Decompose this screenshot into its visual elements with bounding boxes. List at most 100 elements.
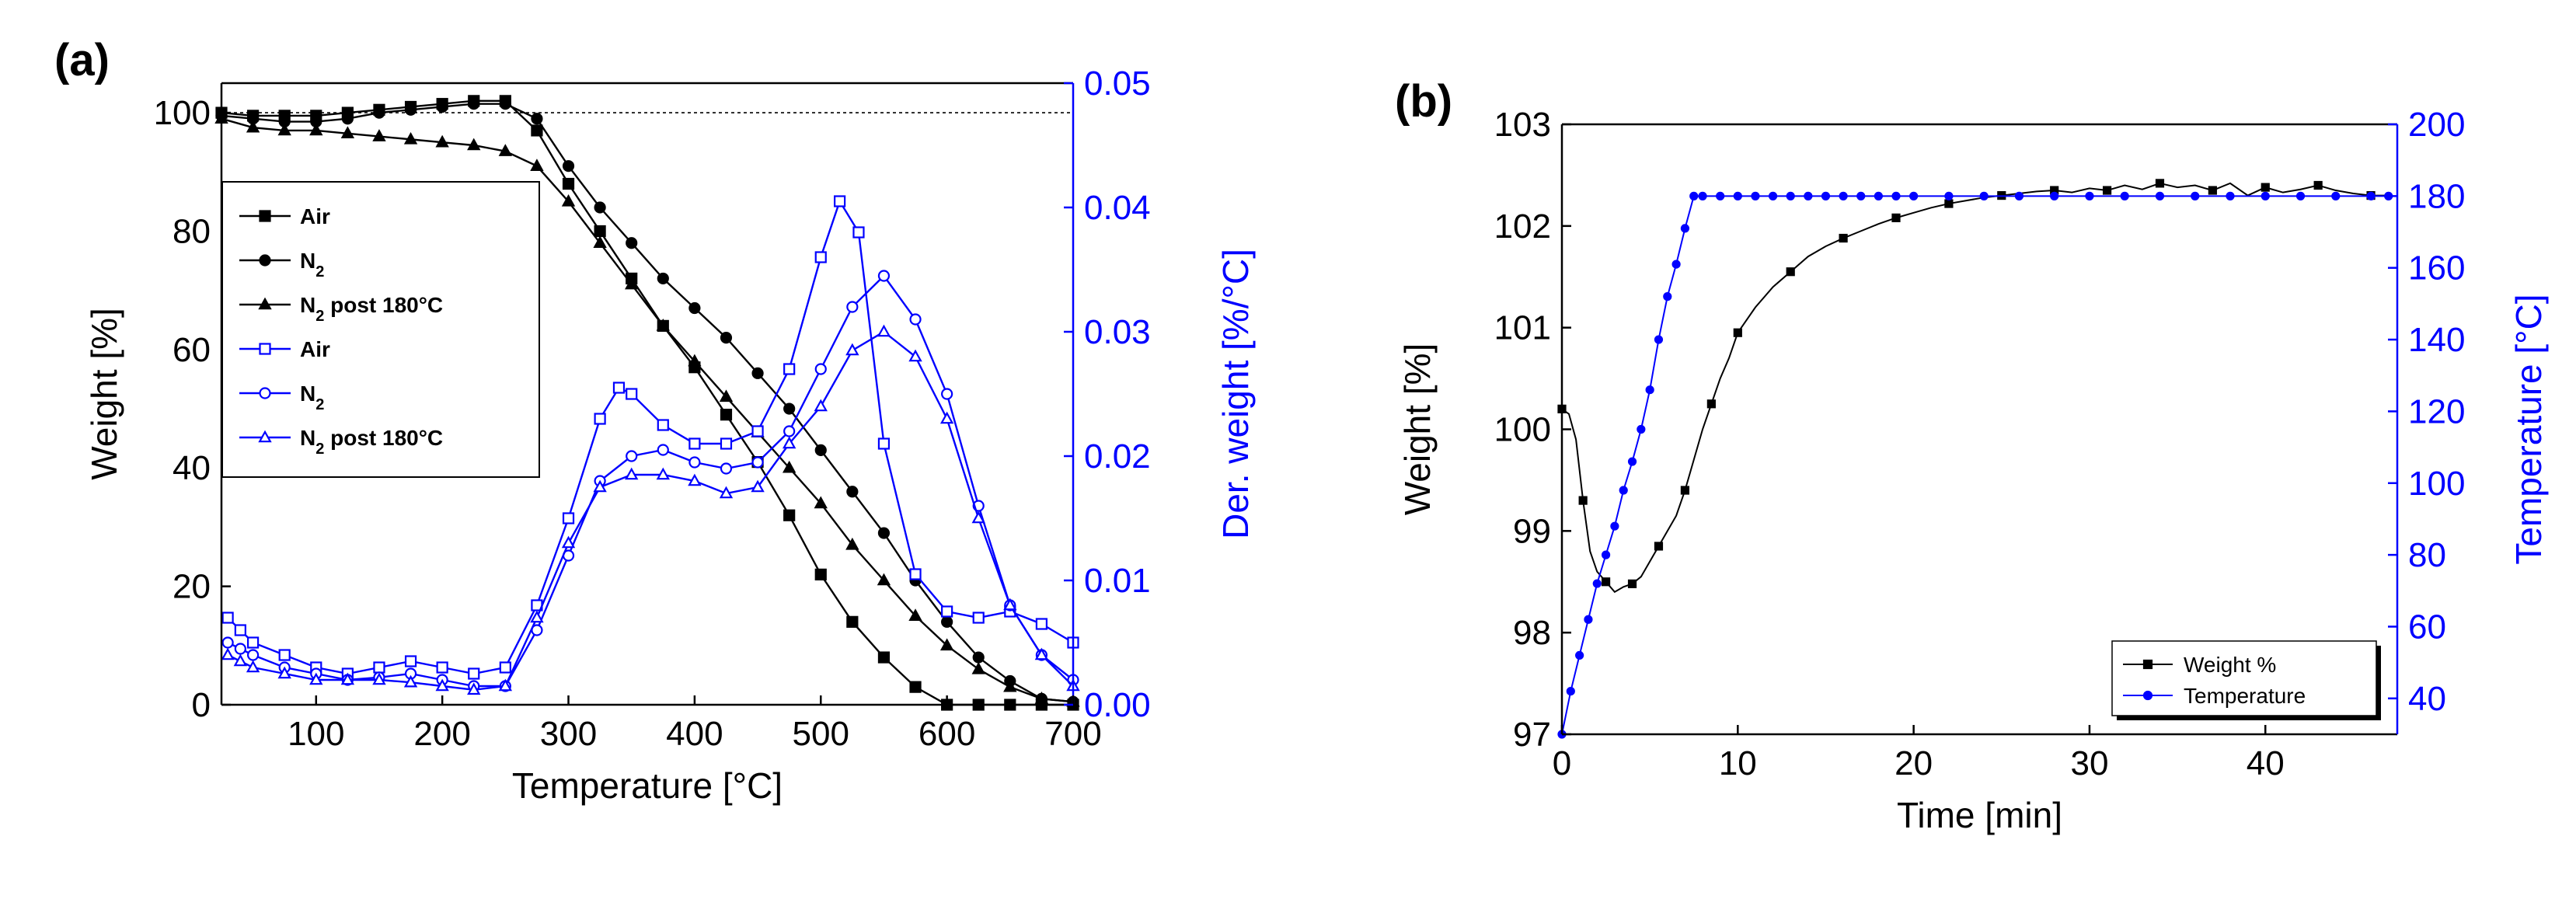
chart-1-panel-label: (b) [1395, 76, 1452, 127]
chart-0-series-5-point [782, 436, 797, 449]
chart-panel-a: (a) 100 200 300 400 500 600 700 0 20 40 60 80 100 0.00… [54, 35, 1256, 806]
chart-1-y-left-axis-label: Weight [%] [1397, 343, 1438, 516]
chart-0-series-0-point [909, 681, 922, 693]
chart-0-series-3-point [468, 667, 480, 680]
chart-1-series-1-point [1979, 191, 1989, 200]
chart-0-series-2-point [908, 608, 922, 622]
chart-0-series-4-point [877, 270, 891, 282]
chart-0-series-2-point [688, 354, 702, 367]
chart-1-series-1-point [2226, 191, 2235, 200]
chart-0-series-3-point [941, 605, 953, 618]
chart-0-series-3-point [909, 568, 922, 580]
chart-1-series-0-point [2155, 179, 2165, 188]
chart-1-series-1-point [2191, 191, 2200, 200]
chart-1-x-axis-label: Time [min] [1897, 795, 2062, 835]
chart-0-series-1-point [468, 98, 480, 110]
chart-0-series-3-point [852, 226, 865, 239]
chart-0-series-3-point [373, 661, 385, 674]
chart-1-y-left-tick-label: 97 [1513, 716, 1551, 754]
chart-0-series-3-point [877, 437, 891, 450]
chart-0-series-1-point [720, 332, 733, 344]
chart-1-series-1-point [1768, 191, 1778, 200]
chart-0-series-5-point [719, 486, 734, 499]
chart-0-series-1-point [341, 113, 354, 125]
chart-0-series-4-point [234, 643, 246, 655]
chart-0-series-3-point [751, 425, 764, 437]
chart-1-series-1-point [1874, 191, 1883, 200]
chart-1-y-right-tick-label: 200 [2408, 106, 2465, 144]
chart-0-series-3-point [814, 251, 827, 263]
chart-0-series-1-point [531, 113, 543, 125]
chart-0-series-3-point [436, 661, 448, 674]
chart-1-series-0-point [1654, 542, 1664, 551]
chart-1-series-0-point [1706, 399, 1716, 409]
chart-0-series-0-line [221, 99, 1073, 706]
chart-1-series-1-point [1566, 686, 1575, 696]
chart-1-series-1-point [1839, 191, 1848, 200]
legend-a-label: Air [300, 204, 330, 228]
chart-0-series-1-point [562, 160, 575, 172]
chart-0-series-1-point [814, 444, 827, 456]
chart-0-series-1-point [783, 402, 796, 415]
chart-0-x-tick-label: 100 [288, 715, 344, 753]
chart-0-series-1-point [972, 651, 985, 664]
chart-0-series-2-point [277, 123, 291, 136]
chart-0-series-4-point [909, 313, 922, 326]
chart-0-x-tick-label: 700 [1044, 715, 1101, 753]
chart-0-series-2-point [593, 235, 607, 249]
chart-0-series-4-point [941, 388, 953, 400]
chart-0-y-right-axis-label: Der. weight [%/°C] [1215, 249, 1256, 539]
chart-0-series-2-point [1003, 679, 1017, 692]
legend-a-swatch-marker [258, 430, 272, 443]
chart-1-series-0-line [1561, 182, 2389, 594]
legend-b-box [2111, 640, 2377, 716]
chart-0-series-2-point [309, 123, 323, 136]
chart-0-series-2-point [971, 661, 985, 674]
chart-0-series-2-point [372, 129, 386, 141]
chart-0-series-5-point [939, 411, 954, 424]
chart-0-series-5-point [340, 672, 355, 685]
chart-0-y-right-tick-label: 0.01 [1084, 562, 1151, 600]
legend-b-label: Weight % [2184, 653, 2276, 677]
chart-0-series-0-point [846, 615, 859, 628]
chart-1-y-right-tick-label: 160 [2408, 249, 2465, 287]
chart-0-series-0-point [720, 409, 733, 421]
chart-1-series-1-point [1856, 191, 1866, 200]
chart-0-series-5-point [877, 324, 891, 337]
chart-0-series-5-point [498, 678, 513, 692]
legend-a-swatch-marker [259, 387, 271, 399]
chart-0-series-2-point [656, 318, 670, 331]
chart-1-series-1-point [1584, 615, 1593, 624]
chart-1-y-right-tick-label: 60 [2408, 608, 2446, 646]
chart-1-x-tick-label: 10 [1719, 744, 1757, 782]
chart-1-series-1-point [2155, 191, 2165, 200]
chart-1-series-0-point [1680, 486, 1690, 495]
chart-0-series-5-point [593, 479, 607, 493]
chart-0-x-tick-label: 600 [919, 715, 975, 753]
chart-0-series-4-point [221, 636, 234, 649]
chart-1-y-left-tick-label: 100 [1494, 411, 1551, 449]
chart-1-series-1-point [2120, 191, 2129, 200]
chart-0-series-0-point [531, 124, 543, 137]
chart-0-series-2-point [435, 134, 449, 148]
chart-0-series-2-point [877, 573, 891, 586]
chart-0-series-3-point [594, 413, 606, 425]
chart-0-series-0-point [814, 568, 827, 580]
chart-0-series-5-point [403, 674, 418, 688]
chart-0-y-right-tick-label: 0.04 [1084, 189, 1151, 227]
chart-1-series-0-point [1944, 199, 1954, 208]
legend-a-label: N2 [300, 249, 324, 281]
chart-0-y-right-tick-label: 0.02 [1084, 437, 1151, 476]
legend-a-swatch-marker [259, 254, 271, 267]
chart-0-series-5-point [1034, 647, 1049, 660]
chart-1-series-1-point [1610, 521, 1619, 531]
chart-1-series-0-point [1733, 328, 1742, 337]
chart-1-series-1-point [2295, 191, 2306, 200]
chart-0-series-2-point [246, 120, 260, 133]
chart-0-panel-label: (a) [54, 35, 110, 85]
chart-0-y-right-tick-label: 0.03 [1084, 313, 1151, 351]
chart-0-series-3-point [221, 612, 234, 624]
chart-0-series-5-point [814, 399, 828, 412]
chart-0-series-2-point [340, 126, 355, 139]
chart-0-x-tick-label: 300 [540, 715, 597, 753]
